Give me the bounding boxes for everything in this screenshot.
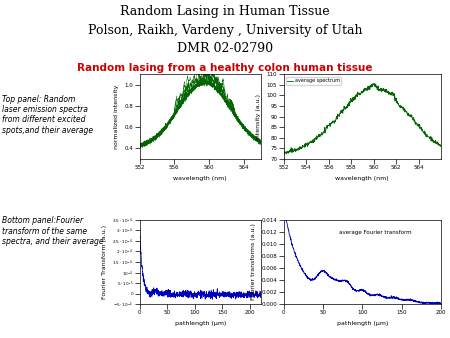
Y-axis label: intensity (a.u.): intensity (a.u.) [256,94,261,140]
X-axis label: pathlength (μm): pathlength (μm) [175,321,226,326]
X-axis label: wavelength (nm): wavelength (nm) [173,176,227,181]
Y-axis label: normalized intensity: normalized intensity [114,84,119,149]
Legend: average spectrum: average spectrum [286,77,341,85]
Y-axis label: Fourier Transform (a.u.): Fourier Transform (a.u.) [102,225,107,299]
Text: average Fourier transform: average Fourier transform [338,230,411,235]
Text: Top panel: Random
laser emission spectra
from different excited
spots,and their : Top panel: Random laser emission spectra… [2,95,94,135]
Text: Random lasing from a healthy colon human tissue: Random lasing from a healthy colon human… [77,63,373,73]
Text: Polson, Raikh, Vardeny , University of Utah: Polson, Raikh, Vardeny , University of U… [88,24,362,37]
Y-axis label: Fourier transforms (a.u.): Fourier transforms (a.u.) [251,223,256,300]
Text: Bottom panel:Fourier
transform of the same
spectra, and their average: Bottom panel:Fourier transform of the sa… [2,216,104,246]
Text: DMR 02-02790: DMR 02-02790 [177,42,273,55]
X-axis label: wavelength (nm): wavelength (nm) [335,176,389,181]
X-axis label: pathlength (μm): pathlength (μm) [337,321,388,326]
Text: Random Lasing in Human Tissue: Random Lasing in Human Tissue [120,5,330,18]
